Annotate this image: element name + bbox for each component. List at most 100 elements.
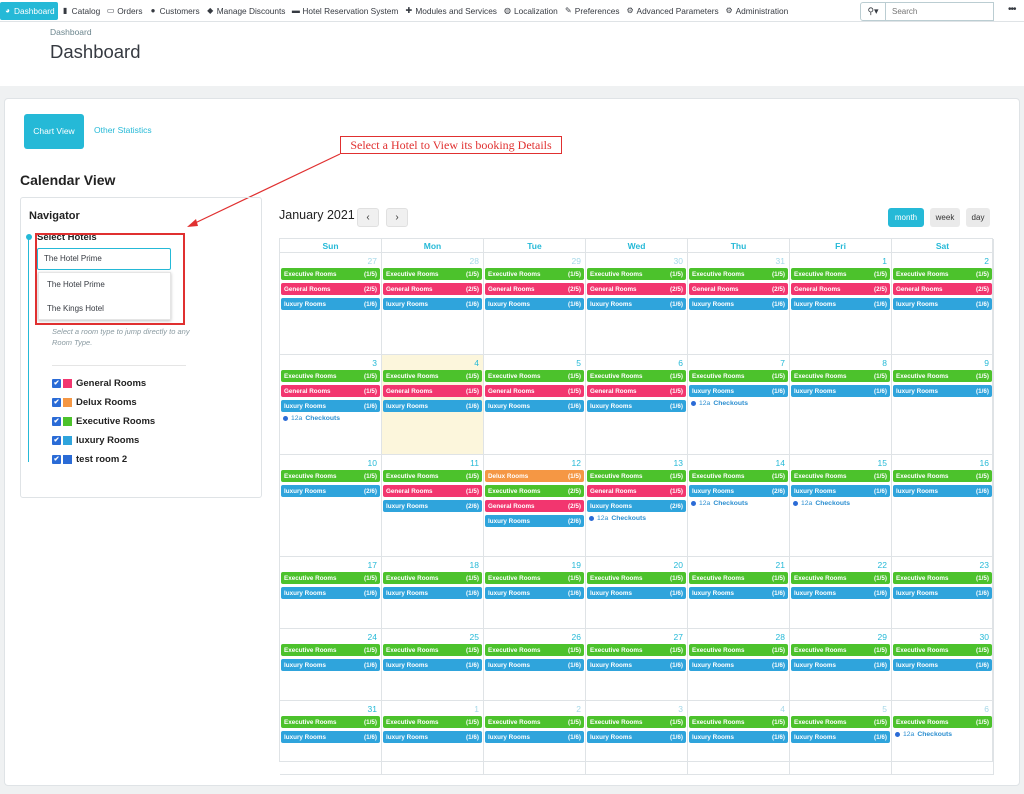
day-number[interactable]: 18 xyxy=(469,560,479,570)
room-type-checkbox[interactable]: ✔ xyxy=(52,417,61,426)
day-number[interactable]: 25 xyxy=(469,632,479,642)
booking-event[interactable]: luxury Rooms (1/6) xyxy=(383,587,482,599)
booking-event[interactable]: luxury Rooms (2/6) xyxy=(485,515,584,527)
booking-event[interactable]: Executive Rooms (1/5) xyxy=(485,268,584,280)
booking-event[interactable]: Executive Rooms (1/5) xyxy=(791,470,890,482)
calendar-day-cell[interactable]: 12 Delux Rooms (1/5) Executive Rooms (2/5) Ge… xyxy=(484,455,586,557)
calendar-day-cell[interactable]: 6 Executive Rooms (1/5) General Rooms (1/5) l… xyxy=(586,355,688,455)
booking-event[interactable]: Executive Rooms (1/5) xyxy=(791,572,890,584)
calendar-day-cell[interactable]: 15 Executive Rooms (1/5) luxury Rooms (1/6) 1… xyxy=(790,455,892,557)
calendar-day-cell[interactable]: 20 Executive Rooms (1/5) luxury Rooms (1/6) xyxy=(586,557,688,629)
booking-event[interactable]: luxury Rooms (1/6) xyxy=(383,298,482,310)
calendar-day-cell[interactable]: 13 Executive Rooms (1/5) General Rooms (1/5)… xyxy=(586,455,688,557)
booking-event[interactable]: luxury Rooms (1/6) xyxy=(485,587,584,599)
calendar-day-cell[interactable]: 14 Executive Rooms (1/5) luxury Rooms (2/6) 1… xyxy=(688,455,790,557)
booking-event[interactable]: Executive Rooms (1/5) xyxy=(689,644,788,656)
checkout-event[interactable]: 12a Checkouts xyxy=(895,731,952,738)
booking-event[interactable]: Executive Rooms (1/5) xyxy=(791,268,890,280)
booking-event[interactable]: luxury Rooms (1/6) xyxy=(893,385,992,397)
room-type-item[interactable]: ✔ test room 2 xyxy=(52,454,127,465)
calendar-day-cell[interactable]: 18 Executive Rooms (1/5) luxury Rooms (1/6) xyxy=(382,557,484,629)
day-number[interactable]: 17 xyxy=(367,560,377,570)
nav-dashboard[interactable]: ◕ Dashboard xyxy=(0,1,58,20)
nav-administration[interactable]: ⚙ Administration xyxy=(722,2,792,20)
booking-event[interactable]: Executive Rooms (1/5) xyxy=(383,470,482,482)
booking-event[interactable]: luxury Rooms (1/6) xyxy=(383,400,482,412)
calendar-day-cell[interactable]: 28 Executive Rooms (1/5) luxury Rooms (1/6) xyxy=(688,629,790,701)
booking-event[interactable]: Executive Rooms (1/5) xyxy=(587,370,686,382)
day-number[interactable]: 9 xyxy=(984,358,989,368)
booking-event[interactable]: luxury Rooms (1/6) xyxy=(791,385,890,397)
day-number[interactable]: 5 xyxy=(576,358,581,368)
calendar-day-cell[interactable]: 26 Executive Rooms (1/5) luxury Rooms (1/6) xyxy=(484,629,586,701)
booking-event[interactable]: Executive Rooms (1/5) xyxy=(893,470,992,482)
calendar-day-cell[interactable]: 8 Executive Rooms (1/5) luxury Rooms (1/6) xyxy=(790,355,892,455)
booking-event[interactable]: Executive Rooms (1/5) xyxy=(383,268,482,280)
calendar-day-cell[interactable]: 4 Executive Rooms (1/5) luxury Rooms (1/6) xyxy=(688,701,790,775)
booking-event[interactable]: General Rooms (1/5) xyxy=(383,385,482,397)
booking-event[interactable]: luxury Rooms (1/6) xyxy=(485,400,584,412)
nav-customers[interactable]: ● Customers xyxy=(146,2,203,20)
booking-event[interactable]: luxury Rooms (1/6) xyxy=(689,587,788,599)
booking-event[interactable]: Executive Rooms (2/5) xyxy=(485,485,584,497)
nav-hotel-reservation[interactable]: ▬ Hotel Reservation System xyxy=(288,2,401,20)
day-number[interactable]: 29 xyxy=(877,632,887,642)
day-number[interactable]: 31 xyxy=(367,704,377,714)
day-number[interactable]: 31 xyxy=(775,256,785,266)
room-type-checkbox[interactable]: ✔ xyxy=(52,436,61,445)
booking-event[interactable]: luxury Rooms (1/6) xyxy=(281,731,380,743)
booking-event[interactable]: Executive Rooms (1/5) xyxy=(689,716,788,728)
booking-event[interactable]: luxury Rooms (2/6) xyxy=(587,500,686,512)
day-number[interactable]: 19 xyxy=(571,560,581,570)
booking-event[interactable]: Executive Rooms (1/5) xyxy=(281,716,380,728)
booking-event[interactable]: General Rooms (2/5) xyxy=(383,283,482,295)
booking-event[interactable]: luxury Rooms (1/6) xyxy=(689,385,788,397)
calendar-day-cell[interactable]: 5 Executive Rooms (1/5) General Rooms (1/5) l… xyxy=(484,355,586,455)
booking-event[interactable]: luxury Rooms (1/6) xyxy=(281,400,380,412)
booking-event[interactable]: luxury Rooms (1/6) xyxy=(791,298,890,310)
room-type-checkbox[interactable]: ✔ xyxy=(52,379,61,388)
booking-event[interactable]: luxury Rooms (1/6) xyxy=(689,731,788,743)
day-number[interactable]: 16 xyxy=(979,458,989,468)
booking-event[interactable]: luxury Rooms (1/6) xyxy=(281,587,380,599)
booking-event[interactable]: General Rooms (2/5) xyxy=(485,500,584,512)
booking-event[interactable]: Executive Rooms (1/5) xyxy=(791,370,890,382)
search-input[interactable] xyxy=(886,2,994,21)
nav-orders[interactable]: ▭ Orders xyxy=(103,2,145,20)
booking-event[interactable]: luxury Rooms (1/6) xyxy=(587,587,686,599)
booking-event[interactable]: luxury Rooms (1/6) xyxy=(791,587,890,599)
nav-catalog[interactable]: ▮ Catalog xyxy=(58,2,104,20)
booking-event[interactable]: General Rooms (2/5) xyxy=(281,283,380,295)
booking-event[interactable]: luxury Rooms (1/6) xyxy=(383,731,482,743)
calendar-day-cell[interactable]: 9 Executive Rooms (1/5) luxury Rooms (1/6) xyxy=(892,355,994,455)
booking-event[interactable]: General Rooms (2/5) xyxy=(587,283,686,295)
hotel-option[interactable]: The Hotel Prime xyxy=(47,280,105,289)
room-type-item[interactable]: ✔ General Rooms xyxy=(52,378,146,389)
calendar-day-cell[interactable]: 2 Executive Rooms (1/5) General Rooms (2/5) l… xyxy=(892,253,994,355)
day-number[interactable]: 28 xyxy=(469,256,479,266)
booking-event[interactable]: Executive Rooms (1/5) xyxy=(689,370,788,382)
calendar-day-cell[interactable]: 30 Executive Rooms (1/5) General Rooms (2/5)… xyxy=(586,253,688,355)
booking-event[interactable]: luxury Rooms (1/6) xyxy=(485,659,584,671)
booking-event[interactable]: General Rooms (1/5) xyxy=(485,385,584,397)
calendar-day-cell[interactable]: 29 Executive Rooms (1/5) luxury Rooms (1/6) xyxy=(790,629,892,701)
day-number[interactable]: 6 xyxy=(678,358,683,368)
calendar-day-cell[interactable]: 10 Executive Rooms (1/5) luxury Rooms (2/6) xyxy=(280,455,382,557)
tab-chart-view[interactable]: Chart View xyxy=(24,114,84,149)
checkout-event[interactable]: 12a Checkouts xyxy=(589,515,646,522)
calendar-day-cell[interactable]: 1 Executive Rooms (1/5) luxury Rooms (1/6) xyxy=(382,701,484,775)
calendar-day-cell[interactable]: 21 Executive Rooms (1/5) luxury Rooms (1/6) xyxy=(688,557,790,629)
booking-event[interactable]: luxury Rooms (1/6) xyxy=(893,659,992,671)
day-number[interactable]: 30 xyxy=(979,632,989,642)
booking-event[interactable]: Executive Rooms (1/5) xyxy=(383,716,482,728)
week-view-button[interactable]: week xyxy=(930,208,960,227)
calendar-day-cell[interactable]: 2 Executive Rooms (1/5) luxury Rooms (1/6) xyxy=(484,701,586,775)
booking-event[interactable]: Executive Rooms (1/5) xyxy=(587,572,686,584)
booking-event[interactable]: luxury Rooms (1/6) xyxy=(791,659,890,671)
booking-event[interactable]: luxury Rooms (1/6) xyxy=(281,298,380,310)
booking-event[interactable]: Executive Rooms (1/5) xyxy=(281,470,380,482)
calendar-day-cell[interactable]: 31 Executive Rooms (1/5) General Rooms (2/5)… xyxy=(688,253,790,355)
booking-event[interactable]: Executive Rooms (1/5) xyxy=(791,644,890,656)
day-number[interactable]: 2 xyxy=(984,256,989,266)
day-number[interactable]: 1 xyxy=(882,256,887,266)
